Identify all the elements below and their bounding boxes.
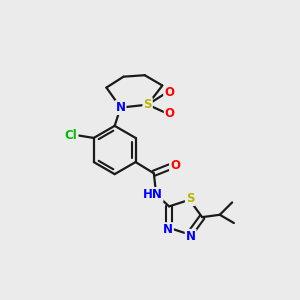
- Text: N: N: [163, 223, 173, 236]
- Text: N: N: [186, 230, 196, 243]
- Text: O: O: [170, 159, 180, 172]
- Text: S: S: [186, 192, 194, 205]
- Text: O: O: [165, 107, 175, 120]
- Text: HN: HN: [143, 188, 163, 201]
- Text: O: O: [164, 86, 174, 99]
- Text: S: S: [143, 98, 152, 111]
- Text: N: N: [116, 101, 126, 114]
- Text: Cl: Cl: [65, 129, 77, 142]
